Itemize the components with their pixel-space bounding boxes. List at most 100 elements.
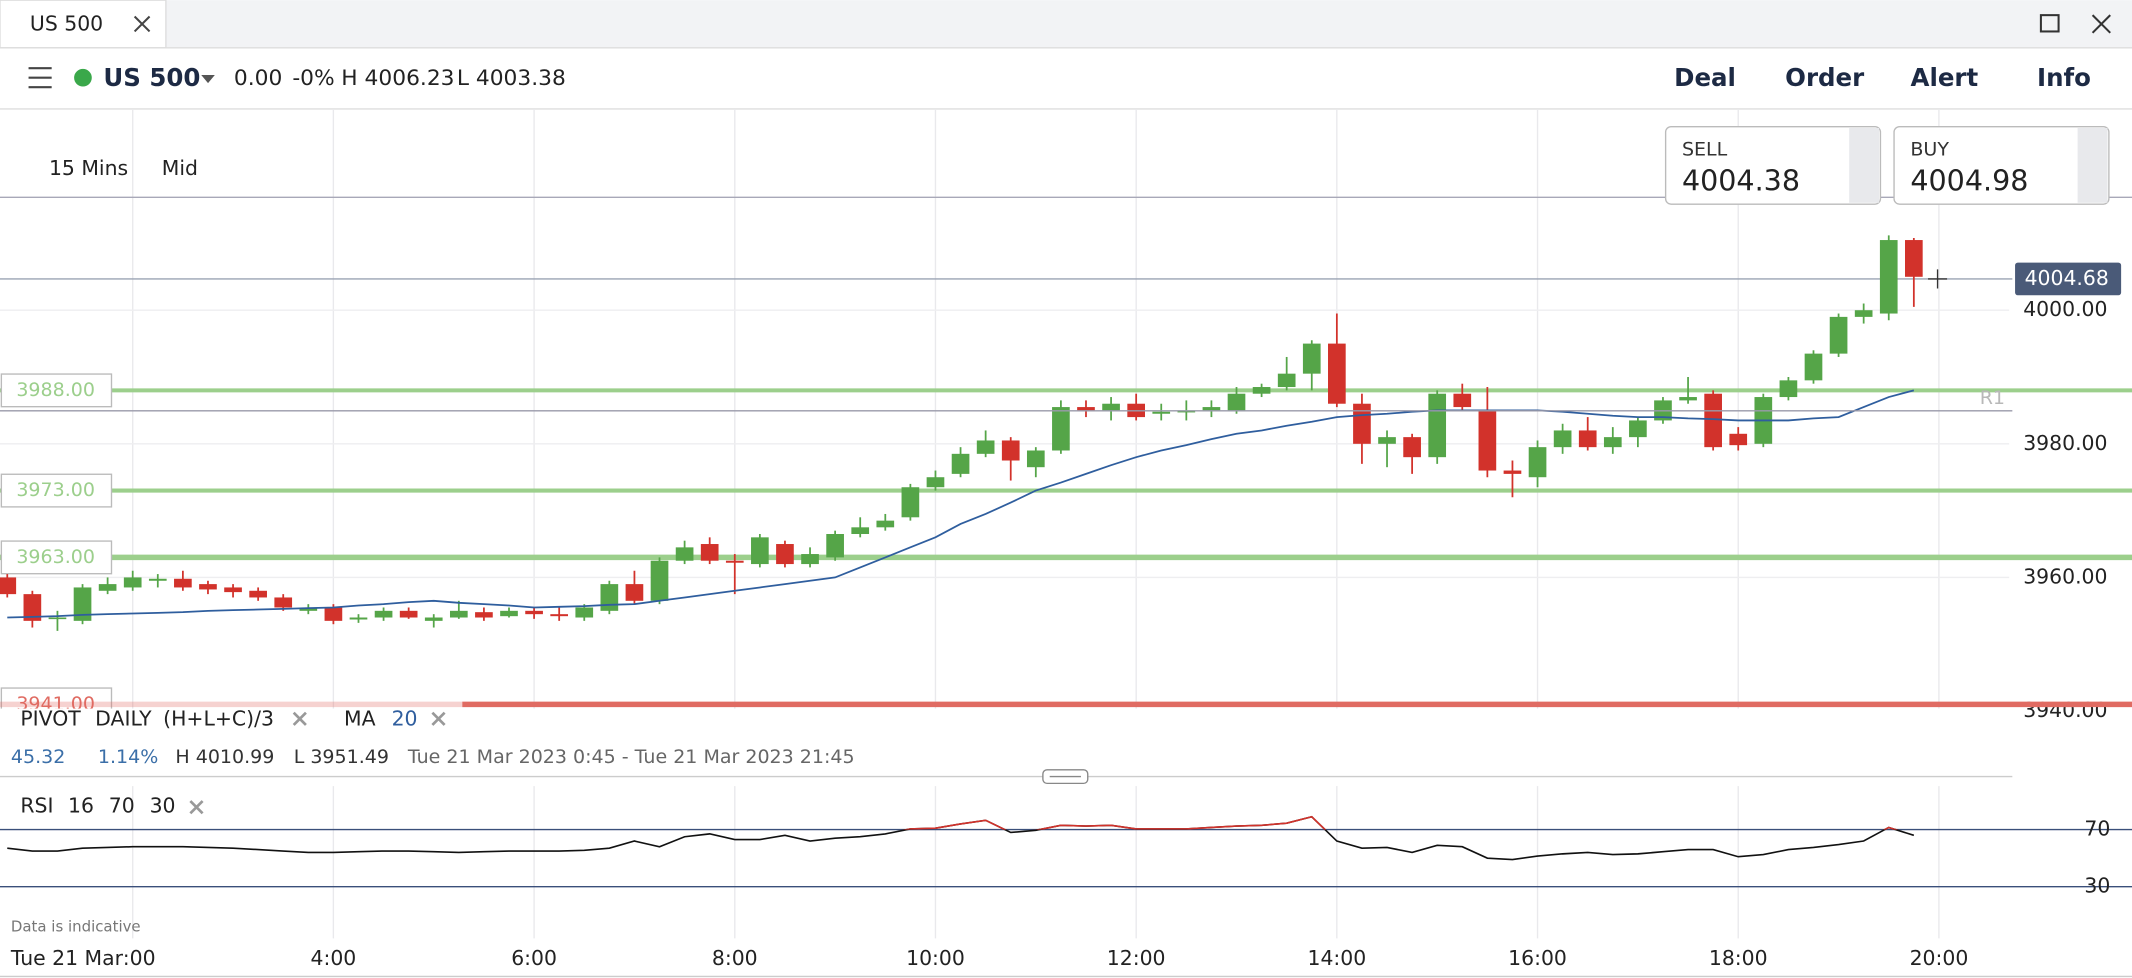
candle-body (1829, 316, 1848, 354)
rsi-oversold: 30 (150, 793, 176, 817)
menu-alert[interactable]: Alert (1911, 63, 1979, 92)
last-price-label: 4004.68 (2025, 266, 2109, 290)
y-tick-label: 3980.00 (2023, 431, 2107, 455)
candle-body (650, 560, 669, 601)
level-label: 3973.00 (16, 479, 95, 501)
candle-body (876, 520, 895, 528)
candle-body (675, 547, 694, 561)
x-tick-label: 18:00 (1709, 946, 1768, 970)
candle-body (48, 617, 67, 620)
candle-body (1478, 410, 1497, 471)
x-tick-label: 6:00 (511, 946, 557, 970)
candle-body (399, 610, 418, 618)
dropdown[interactable] (201, 74, 215, 84)
rsi-name: RSI (20, 793, 53, 817)
candle-body (123, 577, 142, 588)
rsi-overbought: 70 (109, 793, 135, 817)
pivot-period: DAILY (95, 706, 152, 730)
candle-body (23, 594, 42, 621)
x-tick-label: 16:00 (1508, 946, 1567, 970)
candle-body (299, 607, 318, 611)
candle-body (73, 587, 92, 621)
menu-icon[interactable] (28, 67, 52, 89)
candle-body (700, 544, 719, 561)
candle-body (1603, 437, 1622, 448)
candle-body (1428, 393, 1447, 458)
date-bg (0, 942, 126, 976)
candle-body (951, 453, 970, 474)
candle-body (1052, 407, 1070, 451)
high: H 4006.23 (341, 66, 454, 91)
buy-label: BUY (1910, 138, 1949, 160)
candle-body (148, 578, 167, 581)
stat-change: 45.32 (11, 746, 65, 768)
sell-box[interactable] (1664, 125, 1882, 205)
y-tick-label: 3960.00 (2023, 564, 2107, 588)
remove-pivot[interactable] (292, 711, 307, 726)
candle-body (976, 440, 995, 454)
sell-label: SELL (1682, 138, 1728, 160)
rsi-overbought-line (902, 815, 1899, 830)
x-tick-label: 14:00 (1307, 946, 1366, 970)
change-pct: -0% (292, 66, 334, 91)
buy-box[interactable] (1893, 125, 2110, 205)
maximize[interactable] (2039, 14, 2060, 33)
remove-ma[interactable] (431, 711, 446, 726)
candle-body (0, 577, 17, 595)
candle-body (1528, 447, 1547, 478)
candle-body (1804, 353, 1823, 381)
menu-info[interactable]: Info (2037, 63, 2091, 92)
buy-price: 4004.98 (1910, 163, 2028, 197)
candle-body (751, 537, 769, 565)
low: L 4003.38 (457, 66, 566, 91)
rsi-tick-label: 30 (2084, 874, 2110, 898)
candle-body (1679, 397, 1697, 401)
candle-body (174, 578, 192, 588)
sell-box-side (1849, 128, 1880, 203)
remove-rsi[interactable] (189, 800, 204, 815)
indicator-panel (0, 708, 2013, 787)
x-axis: 2:00 4:00 6:00 8:00 10:00 12:00 14:00 16:00 18:0… (110, 946, 1968, 970)
candle-body (1453, 393, 1472, 408)
candle-body (1302, 343, 1321, 374)
candle-body (1729, 433, 1748, 446)
buy-box-side (2077, 128, 2108, 203)
close-window[interactable] (2091, 14, 2111, 34)
candle-body (1328, 343, 1346, 404)
grid (0, 108, 2010, 939)
close-tab[interactable] (133, 15, 151, 33)
candle-body (249, 590, 267, 598)
candle-body (725, 560, 744, 563)
candle-body (1001, 440, 1020, 461)
candle-body (525, 610, 543, 615)
ma-line (7, 389, 1915, 619)
menu-deal[interactable]: Deal (1674, 63, 1736, 92)
tab[interactable] (0, 0, 167, 49)
candle-body (1227, 393, 1246, 411)
ma-period: 20 (392, 706, 418, 730)
candle-body (424, 617, 443, 621)
price-type[interactable]: Mid (162, 156, 198, 180)
level-label-box (0, 540, 113, 575)
candle-body (1503, 470, 1522, 474)
x-tick-label: 10:00 (906, 946, 965, 970)
instrument[interactable]: US 500 (103, 63, 200, 92)
level-tag: R1 (1980, 387, 2005, 409)
rsi-plot: 70 30 (0, 815, 2132, 898)
candle-body (1403, 437, 1421, 458)
level-label: 3988.00 (16, 379, 95, 401)
sell-price: 4004.38 (1682, 163, 1800, 197)
interval[interactable]: 15 Mins (49, 156, 128, 180)
candle-body (500, 610, 518, 617)
stat-change-pct: 1.14% (98, 746, 158, 768)
candle-body (1202, 407, 1221, 411)
x-tick-label: 8:00 (712, 946, 758, 970)
disclaimer: Data is indicative (11, 918, 141, 936)
candle-body (1077, 407, 1095, 411)
ma-name: MA (344, 706, 376, 730)
x-tick-label: 12:00 (1107, 946, 1166, 970)
rsi-period: 16 (68, 793, 94, 817)
menu-order[interactable]: Order (1785, 63, 1864, 92)
